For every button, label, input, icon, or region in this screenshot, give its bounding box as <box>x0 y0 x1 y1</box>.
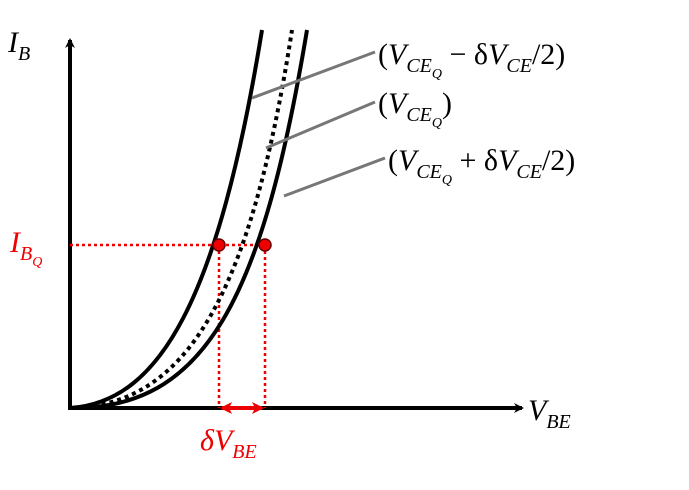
label-part: V <box>214 424 236 457</box>
label-part: CE <box>516 161 542 183</box>
label-part: CE <box>406 104 432 126</box>
label-part: ) <box>442 87 452 120</box>
label-part: BE <box>546 411 570 433</box>
label-part: V <box>398 144 420 177</box>
label-part: I <box>9 226 22 259</box>
delta-label: δVBE <box>200 424 257 463</box>
label-part: ( <box>378 87 388 120</box>
curve-label: (VCEQ) <box>378 87 452 131</box>
label-part: V <box>388 38 410 71</box>
label-part: V <box>488 38 510 71</box>
label-part: + δ <box>452 144 498 177</box>
label-part: − δ <box>442 38 488 71</box>
y-label: IB <box>7 26 30 65</box>
curve-label: (VCEQ − δVCE/2) <box>378 38 565 82</box>
label-part: BE <box>232 441 256 463</box>
label-part: CE <box>506 55 532 77</box>
curve-label: (VCEQ + δVCE/2) <box>388 144 575 188</box>
label-part: Q <box>442 173 452 188</box>
curve-high <box>69 29 309 411</box>
label-part: Q <box>432 116 442 131</box>
label-part: V <box>498 144 520 177</box>
leader <box>283 156 386 198</box>
x-label: VBE <box>528 394 571 433</box>
label-part: CE <box>406 55 432 77</box>
label-part: /2) <box>532 38 565 71</box>
label-part: I <box>7 26 20 59</box>
label-part: δ <box>200 424 215 457</box>
label-part: CE <box>416 161 442 183</box>
label-part: /2) <box>542 144 575 177</box>
label-part: B <box>20 243 32 265</box>
operating-point <box>258 238 272 252</box>
label-part: V <box>388 87 410 120</box>
leader <box>265 100 376 150</box>
curve-low <box>69 29 264 410</box>
curve-mid <box>69 29 294 410</box>
label-part: Q <box>32 255 42 270</box>
label-part: B <box>18 43 30 65</box>
label-part: ( <box>388 144 398 177</box>
current-label: IBQ <box>9 226 42 270</box>
label-part: Q <box>432 67 442 82</box>
operating-point <box>212 238 226 252</box>
leader <box>251 50 376 100</box>
label-part: V <box>528 394 550 427</box>
label-part: ( <box>378 38 388 71</box>
